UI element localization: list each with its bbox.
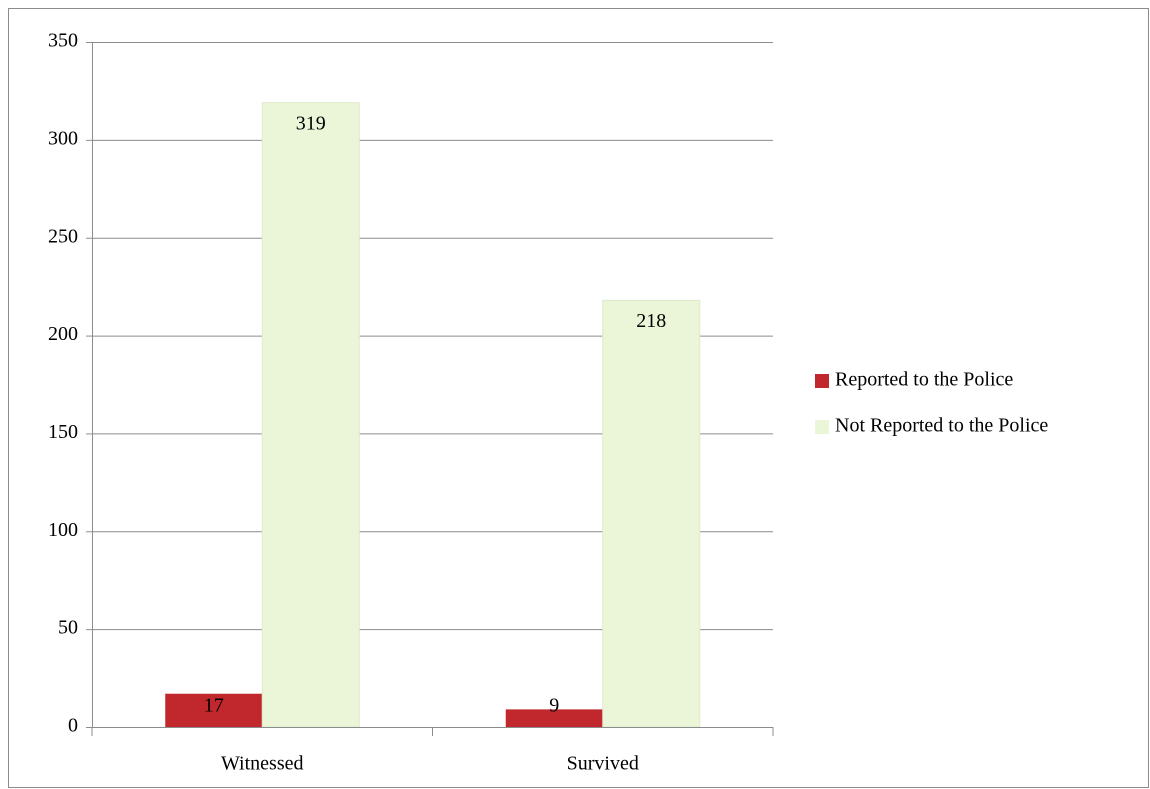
y-tick-label: 250 (48, 225, 78, 247)
data-label: 9 (549, 695, 559, 717)
y-tick-label: 100 (48, 519, 78, 541)
y-tick-label: 50 (58, 617, 78, 639)
chart-frame (8, 8, 1149, 788)
legend-label: Not Reported to the Police (835, 415, 1048, 437)
x-tick-label: Witnessed (221, 753, 304, 775)
y-tick-label: 350 (48, 30, 78, 52)
bar (602, 299, 701, 728)
data-label: 319 (296, 112, 326, 134)
y-tick-label: 0 (68, 715, 78, 737)
legend-label: Reported to the Police (835, 369, 1013, 391)
bar (505, 709, 603, 727)
bar (165, 693, 263, 727)
legend-swatch (815, 374, 829, 388)
y-tick-label: 200 (48, 323, 78, 345)
legend-swatch (815, 420, 829, 434)
bar (261, 102, 360, 728)
y-tick-label: 150 (48, 421, 78, 443)
data-label: 218 (636, 310, 666, 332)
y-tick-label: 300 (48, 127, 78, 149)
data-label: 17 (204, 695, 224, 717)
x-tick-label: Survived (567, 753, 639, 775)
